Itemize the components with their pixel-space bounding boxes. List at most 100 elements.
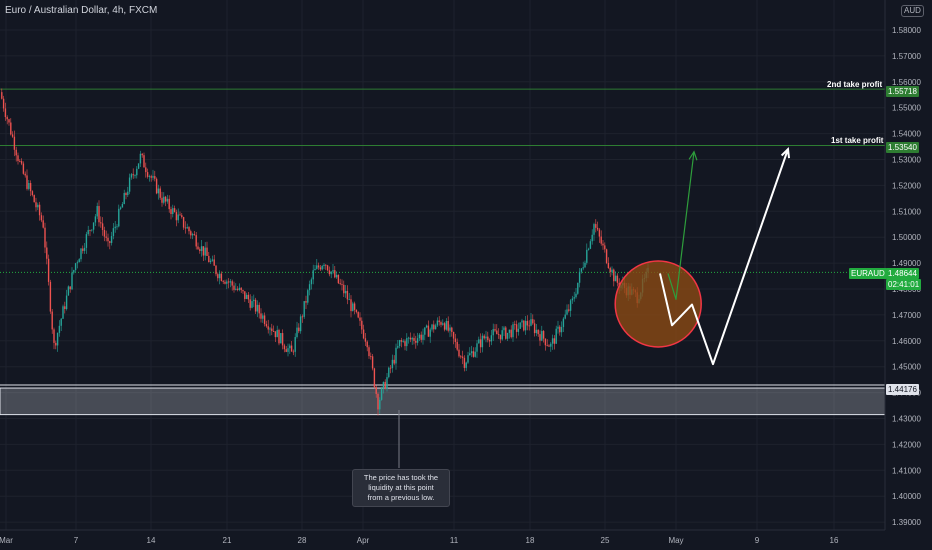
candle-body: [155, 178, 158, 194]
candle-body: [379, 399, 381, 410]
candle-body: [20, 161, 23, 164]
candle-body: [157, 188, 160, 194]
candle-body: [424, 327, 426, 335]
candle-body: [137, 163, 140, 169]
candle-body: [337, 274, 340, 284]
candle-body: [134, 175, 136, 177]
candle-body: [170, 209, 172, 215]
candle-body: [29, 183, 32, 192]
candle-body: [373, 368, 376, 388]
candle-body: [488, 340, 491, 342]
candle-body: [287, 348, 289, 352]
candle-body: [299, 316, 302, 332]
candle-body: [211, 259, 214, 261]
candle-body: [443, 323, 446, 330]
candle-body: [168, 198, 170, 210]
candle-body: [218, 273, 221, 279]
candle-body: [98, 206, 100, 223]
currency-badge[interactable]: AUD: [901, 5, 924, 17]
candle-body: [213, 259, 215, 266]
candle-body: [523, 320, 525, 331]
candle-body: [602, 243, 604, 246]
candle-body: [505, 327, 507, 339]
candle-body: [199, 249, 201, 251]
tp2-label: 2nd take profit: [827, 80, 883, 89]
x-tick-label: 11: [450, 536, 459, 545]
candle-body: [587, 248, 590, 250]
candle-body: [58, 325, 61, 333]
candle-body: [616, 275, 619, 283]
candle-body: [103, 229, 106, 237]
candle-body: [413, 337, 415, 341]
candle-body: [235, 288, 237, 290]
candle-body: [470, 351, 473, 354]
candle-body: [492, 329, 494, 336]
candle-body: [548, 345, 550, 347]
candle-body: [181, 215, 183, 218]
candle-body: [461, 356, 464, 358]
candle-body: [308, 284, 311, 291]
candle-body: [312, 270, 314, 280]
candle-body: [71, 272, 73, 290]
candle-body: [326, 265, 329, 271]
consolidation-circle: [614, 260, 702, 348]
candle-body: [388, 367, 390, 378]
candle-body: [159, 188, 161, 198]
candle-body: [303, 301, 305, 317]
time-axis[interactable]: Mar 7 14 21 28 Apr 11 18 25 May 9 16: [0, 536, 839, 545]
candle-body: [254, 299, 257, 312]
candle-body: [146, 172, 149, 177]
candle-body: [290, 345, 293, 352]
candle-body: [559, 326, 561, 333]
candle-body: [256, 304, 259, 312]
candle-body: [595, 224, 597, 228]
candle-body: [204, 247, 206, 256]
candle-body: [215, 265, 217, 275]
candle-body: [65, 295, 68, 310]
candle-body: [224, 281, 226, 284]
candle-body: [283, 345, 286, 350]
candle-body: [546, 345, 548, 347]
candle-body: [298, 327, 300, 332]
tp1-price-tag: 1.53540: [886, 142, 919, 153]
candle-body: [474, 351, 476, 357]
candle-body: [289, 345, 291, 349]
candle-body: [242, 290, 244, 292]
candle-body: [386, 377, 388, 389]
y-tick-label: 1.57000: [892, 52, 921, 61]
candle-body: [485, 336, 487, 339]
grid-lines: [0, 0, 885, 530]
candle-body: [580, 268, 583, 272]
candle-body: [517, 328, 520, 332]
candle-body: [344, 290, 347, 294]
candle-body: [19, 160, 21, 162]
projection-segment: [659, 148, 789, 366]
candle-body: [265, 324, 268, 327]
candle-body: [263, 315, 266, 325]
candle-body: [222, 280, 224, 282]
candle-body: [107, 237, 109, 242]
candle-body: [202, 246, 205, 256]
candle-body: [359, 317, 361, 321]
candle-body: [514, 324, 516, 326]
x-tick-label: Mar: [0, 536, 13, 545]
candle-body: [377, 393, 379, 410]
candle-body: [154, 176, 156, 179]
candle-body: [350, 299, 352, 312]
candle-body: [463, 357, 466, 368]
candle-body: [276, 329, 278, 338]
candle-body: [366, 341, 368, 348]
candle-body: [161, 197, 163, 203]
candle-body: [496, 330, 498, 335]
candle-body: [272, 331, 275, 332]
note-line-2: liquidity at this point: [368, 483, 434, 492]
candle-body: [343, 284, 345, 294]
candle-body: [10, 122, 12, 135]
candle-body: [454, 338, 457, 342]
candle-body: [465, 362, 467, 368]
candle-body: [83, 247, 86, 251]
candle-body: [568, 309, 570, 311]
y-tick-label: 1.47000: [892, 311, 921, 320]
candle-body: [420, 334, 422, 340]
